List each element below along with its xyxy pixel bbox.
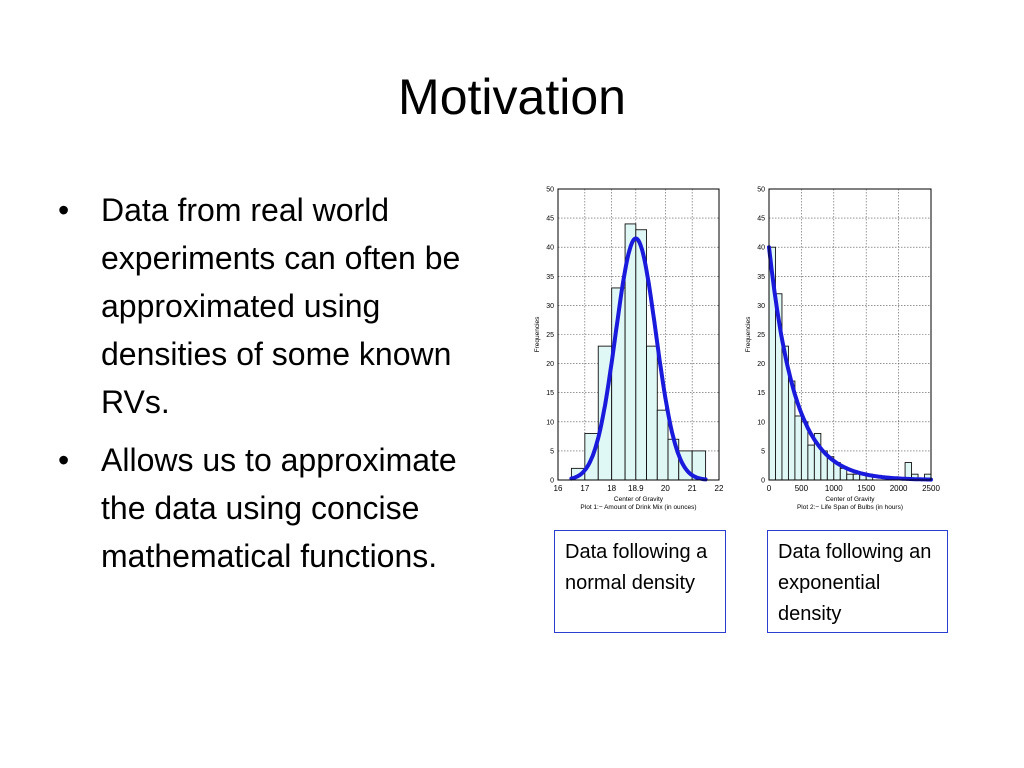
chart0-y-tick-label: 0 <box>550 478 554 485</box>
chart0-y-tick-label: 10 <box>546 419 554 426</box>
chart1-histogram-bar <box>794 415 802 481</box>
chart0-x-tick-label: 16 <box>554 484 563 493</box>
chart0-plot-frame <box>557 188 720 481</box>
bullet-text: Allows us to approximate the data using … <box>101 442 457 574</box>
chart1-y-tick-label: 15 <box>757 390 765 397</box>
chart0-y-tick-label: 50 <box>546 187 554 194</box>
chart0-x-tick-label: 20 <box>661 484 670 493</box>
exponential-histogram-chart: 0 5 10 15 20 25 30 35 40 45 50 0 500 1000 1500 2000 2500… <box>745 180 960 520</box>
chart1-y-tick-label: 35 <box>757 274 765 281</box>
chart0-histogram-bar <box>646 345 658 481</box>
chart1-x-tick-label: 2000 <box>890 484 908 493</box>
chart1-y-tick-label: 40 <box>757 245 765 252</box>
chart0-y-tick-label: 15 <box>546 390 554 397</box>
chart0-y-tick-label: 20 <box>546 361 554 368</box>
chart1-x-tick-label: 500 <box>795 484 809 493</box>
chart1-x-tick-label: 1500 <box>857 484 875 493</box>
chart1-histogram-bar <box>807 444 815 481</box>
chart0-x-tick-label: 17 <box>580 484 589 493</box>
chart1-density-curve <box>767 245 933 482</box>
bullet-marker: • <box>58 192 70 228</box>
chart0-y-tick-label: 40 <box>546 245 554 252</box>
bullet-text: Data from real world experiments can oft… <box>101 192 461 420</box>
chart1-x-tick-label: 1000 <box>825 484 843 493</box>
chart0-plot-caption: Plot 1:− Amount of Drink Mix (in ounces) <box>580 504 696 511</box>
chart0-y-tick-label: 35 <box>546 274 554 281</box>
chart0-y-tick-label: 5 <box>550 448 554 455</box>
exponential-density-caption: Data following an exponential density <box>767 530 948 633</box>
chart1-x-tick-label: 0 <box>767 484 772 493</box>
bullet-list: • Data from real world experiments can o… <box>58 186 508 590</box>
chart1-y-tick-label: 25 <box>757 332 765 339</box>
normal-histogram-svg: 0 5 10 15 20 25 30 35 40 45 50 16 17 18 18.9 20 21 22 Cent… <box>534 187 724 512</box>
chart0-histogram-bar <box>656 409 669 481</box>
chart1-y-tick-label: 0 <box>761 478 765 485</box>
slide-title: Motivation <box>398 69 626 125</box>
chart0-x-tick-label: 22 <box>715 484 724 493</box>
chart0-y-tick-label: 25 <box>546 332 554 339</box>
chart1-y-tick-label: 10 <box>757 419 765 426</box>
chart0-x-tick-label: 21 <box>688 484 697 493</box>
normal-histogram-chart: 0 5 10 15 20 25 30 35 40 45 50 16 17 18 18.9 20 21 22 Cent… <box>530 180 740 520</box>
chart0-x-axis-label: Center of Gravity <box>614 496 664 503</box>
chart0-y-axis-label: Frequencies <box>534 316 541 353</box>
chart1-histogram-bar <box>846 473 854 481</box>
chart1-histogram-bar <box>852 473 861 481</box>
bullet-item: • Data from real world experiments can o… <box>58 186 508 426</box>
chart1-x-axis-label: Center of Gravity <box>825 496 875 503</box>
chart1-y-axis-label: Frequencies <box>745 316 752 353</box>
chart1-histogram-bar <box>839 467 848 481</box>
chart1-plot-caption: Plot 2:− Life Span of Bulbs (in hours) <box>797 504 903 511</box>
chart1-y-tick-label: 5 <box>761 448 765 455</box>
chart1-x-tick-label: 2500 <box>922 484 940 493</box>
chart1-y-tick-label: 30 <box>757 303 765 310</box>
bullet-item: • Allows us to approximate the data usin… <box>58 436 508 580</box>
chart0-x-tick-label: 18 <box>607 484 616 493</box>
chart0-density-curve <box>569 236 708 482</box>
normal-density-caption: Data following a normal density <box>554 530 726 633</box>
bullet-marker: • <box>58 442 70 478</box>
chart1-plot-frame <box>768 188 932 481</box>
chart0-x-tick-label: 18.9 <box>628 484 644 493</box>
chart1-y-tick-label: 20 <box>757 361 765 368</box>
chart1-y-tick-label: 50 <box>757 187 765 194</box>
chart1-y-tick-label: 45 <box>757 216 765 223</box>
chart0-y-tick-label: 45 <box>546 216 554 223</box>
chart0-y-tick-label: 30 <box>546 303 554 310</box>
